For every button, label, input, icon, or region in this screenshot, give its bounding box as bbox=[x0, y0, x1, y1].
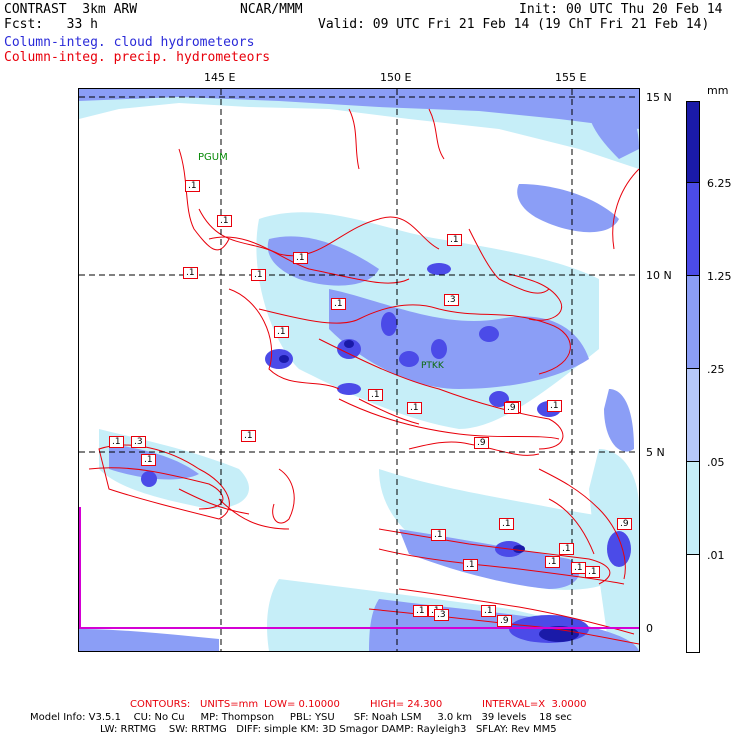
contour-label: .3 bbox=[131, 436, 146, 448]
contour-label: .1 bbox=[559, 543, 574, 555]
legend-level-0-05: .05 bbox=[707, 456, 725, 469]
lat-label-10n: 10 N bbox=[646, 269, 672, 282]
contours-label: CONTOURS: bbox=[130, 699, 191, 710]
map-plot: PGUM PTKK .1.1.1.1.1.1.1.1.1.1.1.3.1.3.1… bbox=[78, 88, 640, 652]
legend-seg-none bbox=[687, 555, 699, 651]
contours-interval: INTERVAL=X 3.0000 bbox=[482, 699, 587, 710]
contour-label: .1 bbox=[293, 252, 308, 264]
contour-label: .1 bbox=[185, 180, 200, 192]
legend-level-0-25: .25 bbox=[707, 363, 725, 376]
contour-label: .3 bbox=[434, 609, 449, 621]
contours-units: UNITS=mm bbox=[200, 699, 259, 710]
valid-time: Valid: 09 UTC Fri 21 Feb 14 (19 ChT Fri … bbox=[318, 17, 710, 32]
legend-level-6-25: 6.25 bbox=[707, 177, 732, 190]
legend-seg-lightest bbox=[687, 462, 699, 555]
lat-lon-grid bbox=[79, 89, 639, 651]
contour-label: .1 bbox=[331, 298, 346, 310]
contour-label: .1 bbox=[251, 269, 266, 281]
contours-high: HIGH= 24.300 bbox=[370, 699, 443, 710]
legend-seg-mid bbox=[687, 276, 699, 369]
lon-label-150: 150 E bbox=[380, 71, 412, 84]
lat-label-5n: 5 N bbox=[646, 446, 665, 459]
contour-label: .1 bbox=[407, 402, 422, 414]
station-pgum: PGUM bbox=[198, 152, 228, 163]
contour-label: .9 bbox=[617, 518, 632, 530]
contour-label: .1 bbox=[481, 605, 496, 617]
init-time: Init: 00 UTC Thu 20 Feb 14 bbox=[519, 2, 723, 17]
legend-bar bbox=[686, 101, 700, 653]
lat-label-15n: 15 N bbox=[646, 91, 672, 104]
legend-units: mm bbox=[707, 84, 729, 97]
contour-label: .9 bbox=[504, 402, 519, 414]
field-label-precip: Column-integ. precip. hydrometeors bbox=[4, 50, 271, 65]
forecast-hour: Fcst: 33 h bbox=[4, 17, 98, 32]
contour-label: .1 bbox=[141, 454, 156, 466]
contour-label: .1 bbox=[431, 529, 446, 541]
legend-seg-light bbox=[687, 369, 699, 462]
contour-label: .1 bbox=[241, 430, 256, 442]
contour-label: .1 bbox=[217, 215, 232, 227]
contour-label: .1 bbox=[585, 566, 600, 578]
legend-seg-dark bbox=[687, 183, 699, 276]
precip-contours bbox=[88, 108, 639, 645]
boundary-lines bbox=[79, 507, 639, 629]
contour-label: .1 bbox=[274, 326, 289, 338]
contour-label: .3 bbox=[444, 294, 459, 306]
contour-label: .1 bbox=[413, 605, 428, 617]
contour-label: .1 bbox=[183, 267, 198, 279]
contour-label: .1 bbox=[571, 562, 586, 574]
legend-level-1-25: 1.25 bbox=[707, 270, 732, 283]
contour-label: .1 bbox=[547, 400, 562, 412]
contour-label: .1 bbox=[368, 389, 383, 401]
station-ptkk: PTKK bbox=[421, 361, 444, 371]
field-label-cloud: Column-integ. cloud hydrometeors bbox=[4, 35, 255, 50]
legend-seg-darkest bbox=[687, 102, 699, 183]
lon-label-145: 145 E bbox=[204, 71, 236, 84]
model-info-line-2: LW: RRTMG SW: RRTMG DIFF: simple KM: 3D … bbox=[100, 724, 557, 735]
institution: NCAR/MMM bbox=[240, 2, 303, 17]
contour-label: .1 bbox=[545, 556, 560, 568]
lat-label-eq: 0 bbox=[646, 622, 653, 635]
contour-label: .1 bbox=[499, 518, 514, 530]
contour-label: .1 bbox=[109, 436, 124, 448]
contours-low: LOW= 0.10000 bbox=[264, 699, 340, 710]
lon-label-155: 155 E bbox=[555, 71, 587, 84]
legend-level-0-01: .01 bbox=[707, 549, 725, 562]
contour-label: .1 bbox=[463, 559, 478, 571]
contour-label: .9 bbox=[497, 615, 512, 627]
contour-label: .9 bbox=[474, 437, 489, 449]
contour-label: .1 bbox=[447, 234, 462, 246]
model-title: CONTRAST 3km ARW bbox=[4, 2, 138, 17]
cloud-dark-cores bbox=[141, 263, 631, 643]
model-info-line-1: Model Info: V3.5.1 CU: No Cu MP: Thompso… bbox=[30, 712, 572, 723]
